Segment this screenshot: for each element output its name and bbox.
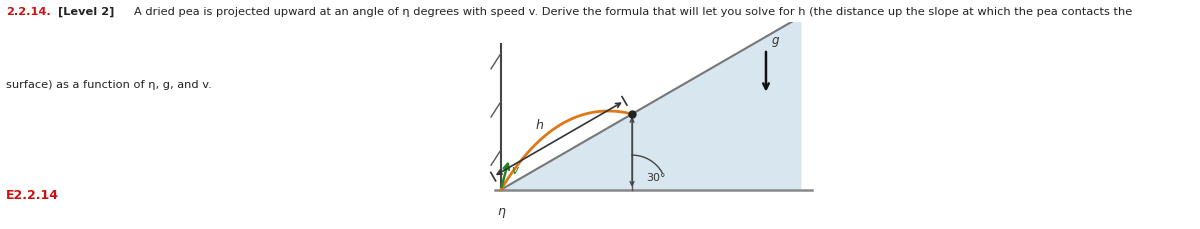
Text: h: h (535, 119, 544, 132)
Text: g: g (772, 34, 779, 47)
Text: [Level 2]: [Level 2] (58, 7, 114, 17)
Text: v: v (511, 163, 518, 176)
Text: 30°: 30° (646, 172, 666, 182)
Text: η: η (497, 204, 505, 217)
Text: surface) as a function of η, g, and v.: surface) as a function of η, g, and v. (6, 80, 211, 90)
Text: A dried pea is projected upward at an angle of η degrees with speed v. Derive th: A dried pea is projected upward at an an… (134, 7, 1133, 17)
Text: E2.2.14: E2.2.14 (6, 188, 59, 201)
Text: 2.2.14.: 2.2.14. (6, 7, 50, 17)
Polygon shape (500, 17, 800, 190)
